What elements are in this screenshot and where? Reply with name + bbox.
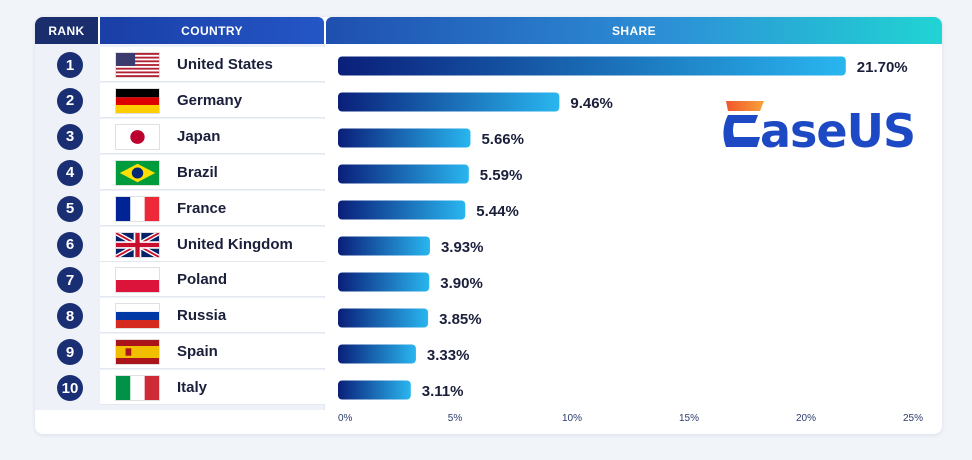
country-cell: Poland [100, 262, 325, 298]
table-row: 8 Russia [35, 298, 325, 334]
logo-e-body-icon [723, 115, 760, 147]
table-row: 7 Poland [35, 262, 325, 298]
x-tick-label: 25% [903, 413, 923, 424]
bar-value-label: 3.11% [422, 383, 464, 400]
x-tick-label: 20% [796, 413, 816, 424]
x-tick-label: 15% [679, 413, 699, 424]
bar-value-label: 5.44% [476, 203, 519, 220]
rank-badge: 8 [57, 303, 83, 330]
share-header: SHARE [326, 17, 942, 44]
country-name: France [177, 199, 227, 217]
logo-e-swoosh-icon [726, 101, 764, 111]
svg-text:aseUS: aseUS [760, 104, 915, 155]
country-cell: Spain [100, 334, 325, 370]
de-flag-icon [115, 87, 160, 114]
bar-value-label: 3.85% [439, 311, 482, 328]
country-name: United Kingdom [177, 235, 293, 253]
bar [338, 308, 429, 328]
bar [338, 128, 471, 148]
bar-value-label: 9.46% [570, 95, 613, 112]
bar-value-label: 3.93% [441, 239, 484, 256]
us-flag-icon [115, 52, 160, 78]
rank-badge: 1 [57, 52, 83, 78]
bar-value-label: 21.70% [857, 59, 908, 76]
bar [338, 200, 466, 220]
rank-badge: 3 [57, 123, 83, 150]
table-row: 2 Germany [35, 82, 325, 119]
easeus-logo: aseUS [723, 101, 915, 155]
country-name: Russia [177, 307, 227, 325]
bar [338, 56, 846, 76]
table-row: 4 Brazil [35, 154, 325, 191]
bar-value-label: 5.59% [480, 167, 523, 184]
table-row: 10 Italy [35, 370, 325, 406]
rank-badge: 7 [57, 267, 83, 294]
country-cell: Russia [100, 298, 325, 334]
country-name: Poland [177, 271, 228, 289]
x-tick-label: 0% [338, 413, 353, 424]
table-row: 5 France [35, 190, 325, 227]
country-cell: Germany [100, 82, 325, 118]
x-tick-label: 10% [562, 413, 582, 424]
ru-flag-icon [115, 303, 160, 330]
jp-flag-icon [115, 123, 160, 150]
bar [338, 344, 416, 364]
bar [338, 92, 560, 112]
es-flag-icon [115, 339, 160, 366]
bar [338, 164, 469, 184]
country-cell: Brazil [100, 154, 325, 190]
rank-badge: 2 [57, 87, 83, 114]
rank-badge: 6 [57, 231, 83, 258]
rank-header: RANK [35, 17, 98, 44]
share-bar-chart: 21.70% 9.46% 5.66% 5.59% 5.44% 3.93% 3.90% 3.85… [338, 56, 923, 424]
rank-badge: 4 [57, 159, 83, 186]
fr-flag-icon [115, 195, 160, 222]
country-cell: United States [100, 47, 325, 82]
bar-value-label: 5.66% [481, 131, 524, 148]
br-flag-icon [115, 159, 160, 186]
pl-flag-icon [115, 267, 160, 294]
bar-value-label: 3.90% [440, 275, 483, 292]
country-name: United States [177, 56, 273, 73]
country-name: Japan [177, 127, 221, 145]
country-cell: France [100, 190, 325, 226]
table-row: 3 Japan [35, 118, 325, 155]
table-row: 9 Spain [35, 334, 325, 370]
country-name: Brazil [177, 163, 218, 181]
table-row: 1 United States [35, 47, 325, 83]
bar [338, 272, 430, 292]
rank-badge: 9 [57, 339, 83, 366]
country-cell: Japan [100, 118, 325, 154]
country-header: COUNTRY [100, 17, 324, 44]
rank-badge: 5 [57, 195, 83, 222]
rank-badge: 10 [57, 375, 83, 402]
country-name: Germany [177, 91, 243, 109]
gb-flag-icon [115, 231, 160, 258]
x-tick-label: 5% [448, 413, 463, 424]
country-name: Spain [177, 343, 218, 361]
bar [338, 380, 411, 400]
bar-value-label: 3.33% [427, 347, 470, 364]
country-cell: United Kingdom [100, 226, 325, 262]
table-row: 6 United Kingdom [35, 226, 325, 263]
country-cell: Italy [100, 370, 325, 406]
it-flag-icon [115, 375, 160, 402]
country-name: Italy [177, 379, 208, 397]
bar [338, 236, 430, 256]
